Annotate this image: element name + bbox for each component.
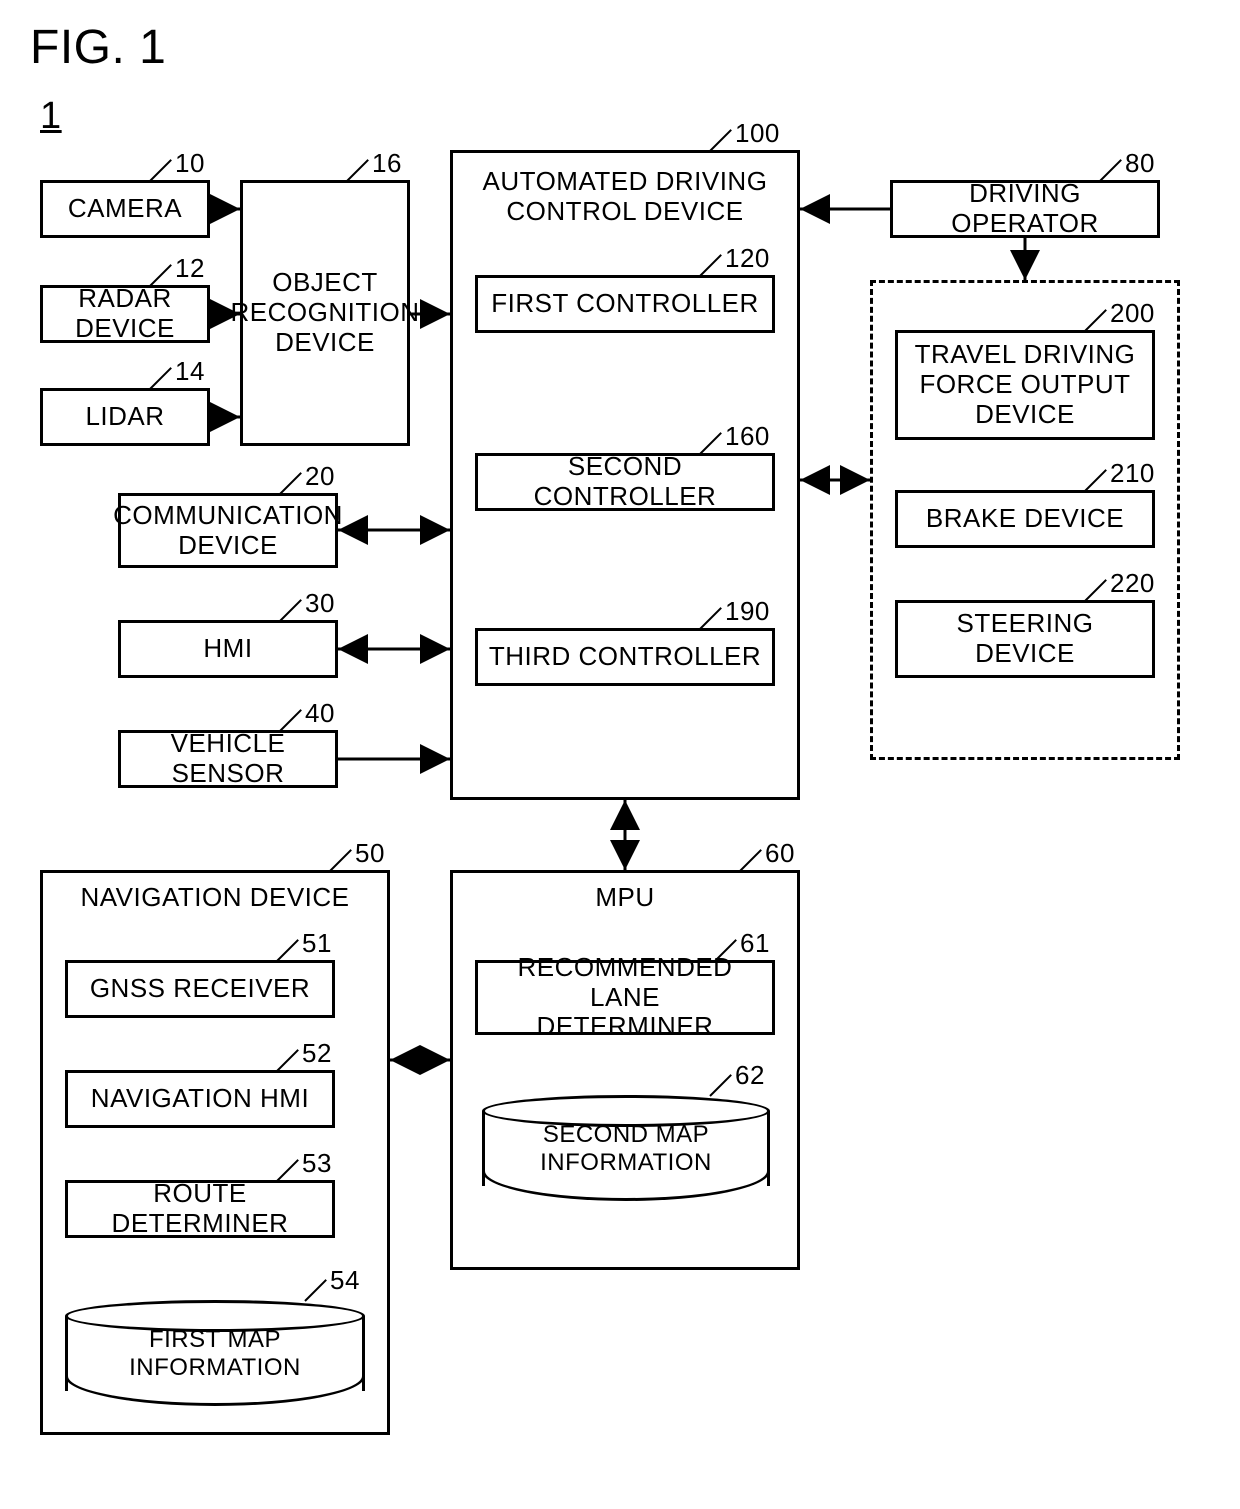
brake-ref: 210: [1110, 458, 1155, 489]
radar-block: RADAR DEVICE: [40, 285, 210, 343]
mpu-leader: [739, 849, 762, 872]
adcd-ref: 100: [735, 118, 780, 149]
adcd-title: AUTOMATED DRIVING CONTROL DEVICE: [453, 153, 797, 227]
c2-ref: 160: [725, 421, 770, 452]
lidar-label: LIDAR: [85, 402, 164, 432]
drvop-block: DRIVING OPERATOR: [890, 180, 1160, 238]
comm-leader: [279, 472, 302, 495]
nav-leader: [329, 849, 352, 872]
hmi-ref: 30: [305, 588, 335, 619]
lidar-ref: 14: [175, 356, 205, 387]
hmi-leader: [279, 599, 302, 622]
lane-block: RECOMMENDED LANE DETERMINER: [475, 960, 775, 1035]
steer-block: STEERING DEVICE: [895, 600, 1155, 678]
trforce-ref: 200: [1110, 298, 1155, 329]
lane-ref: 61: [740, 928, 770, 959]
figure-title: FIG. 1: [30, 20, 166, 75]
ord-leader: [346, 159, 369, 182]
c3-block: THIRD CONTROLLER: [475, 628, 775, 686]
c1-label: FIRST CONTROLLER: [491, 289, 759, 319]
map1-label: FIRST MAP INFORMATION: [68, 1326, 362, 1382]
c1-ref: 120: [725, 243, 770, 274]
brake-label: BRAKE DEVICE: [926, 504, 1124, 534]
brake-block: BRAKE DEVICE: [895, 490, 1155, 548]
nav-ref: 50: [355, 838, 385, 869]
hmi-block: HMI: [118, 620, 338, 678]
map1-cylinder: FIRST MAP INFORMATION: [65, 1300, 365, 1410]
figure-number: 1: [40, 95, 62, 138]
radar-ref: 12: [175, 253, 205, 284]
nav-title: NAVIGATION DEVICE: [43, 873, 387, 913]
radar-label: RADAR DEVICE: [47, 284, 203, 344]
gnss-label: GNSS RECEIVER: [90, 974, 310, 1004]
steer-ref: 220: [1110, 568, 1155, 599]
c3-label: THIRD CONTROLLER: [489, 642, 761, 672]
lidar-leader: [149, 367, 172, 390]
c1-block: FIRST CONTROLLER: [475, 275, 775, 333]
adcd-leader: [709, 129, 732, 152]
gnss-block: GNSS RECEIVER: [65, 960, 335, 1018]
drvop-ref: 80: [1125, 148, 1155, 179]
mpu-ref: 60: [765, 838, 795, 869]
ord-ref: 16: [372, 148, 402, 179]
lidar-block: LIDAR: [40, 388, 210, 446]
ord-block: OBJECT RECOGNITION DEVICE: [240, 180, 410, 446]
vsens-label: VEHICLE SENSOR: [125, 729, 331, 789]
navhmi-label: NAVIGATION HMI: [91, 1084, 309, 1114]
map2-ref: 62: [735, 1060, 765, 1091]
map1-ref: 54: [330, 1265, 360, 1296]
comm-ref: 20: [305, 461, 335, 492]
route-label: ROUTE DETERMINER: [72, 1179, 328, 1239]
hmi-label: HMI: [203, 634, 252, 664]
mpu-title: MPU: [453, 873, 797, 913]
drvop-label: DRIVING OPERATOR: [897, 179, 1153, 239]
c2-block: SECOND CONTROLLER: [475, 453, 775, 511]
comm-label: COMMUNICATION DEVICE: [113, 501, 343, 561]
comm-block: COMMUNICATION DEVICE: [118, 493, 338, 568]
gnss-ref: 51: [302, 928, 332, 959]
trforce-label: TRAVEL DRIVING FORCE OUTPUT DEVICE: [915, 340, 1136, 430]
map2-label: SECOND MAP INFORMATION: [485, 1121, 767, 1177]
vsens-block: VEHICLE SENSOR: [118, 730, 338, 788]
lane-label: RECOMMENDED LANE DETERMINER: [482, 953, 768, 1043]
c3-ref: 190: [725, 596, 770, 627]
vsens-ref: 40: [305, 698, 335, 729]
camera-label: CAMERA: [68, 194, 182, 224]
c2-label: SECOND CONTROLLER: [482, 452, 768, 512]
camera-leader: [149, 159, 172, 182]
navhmi-ref: 52: [302, 1038, 332, 1069]
map2-cylinder: SECOND MAP INFORMATION: [482, 1095, 770, 1205]
route-block: ROUTE DETERMINER: [65, 1180, 335, 1238]
steer-label: STEERING DEVICE: [957, 609, 1094, 669]
ord-label: OBJECT RECOGNITION DEVICE: [231, 268, 420, 358]
camera-ref: 10: [175, 148, 205, 179]
route-ref: 53: [302, 1148, 332, 1179]
navhmi-block: NAVIGATION HMI: [65, 1070, 335, 1128]
camera-block: CAMERA: [40, 180, 210, 238]
trforce-block: TRAVEL DRIVING FORCE OUTPUT DEVICE: [895, 330, 1155, 440]
